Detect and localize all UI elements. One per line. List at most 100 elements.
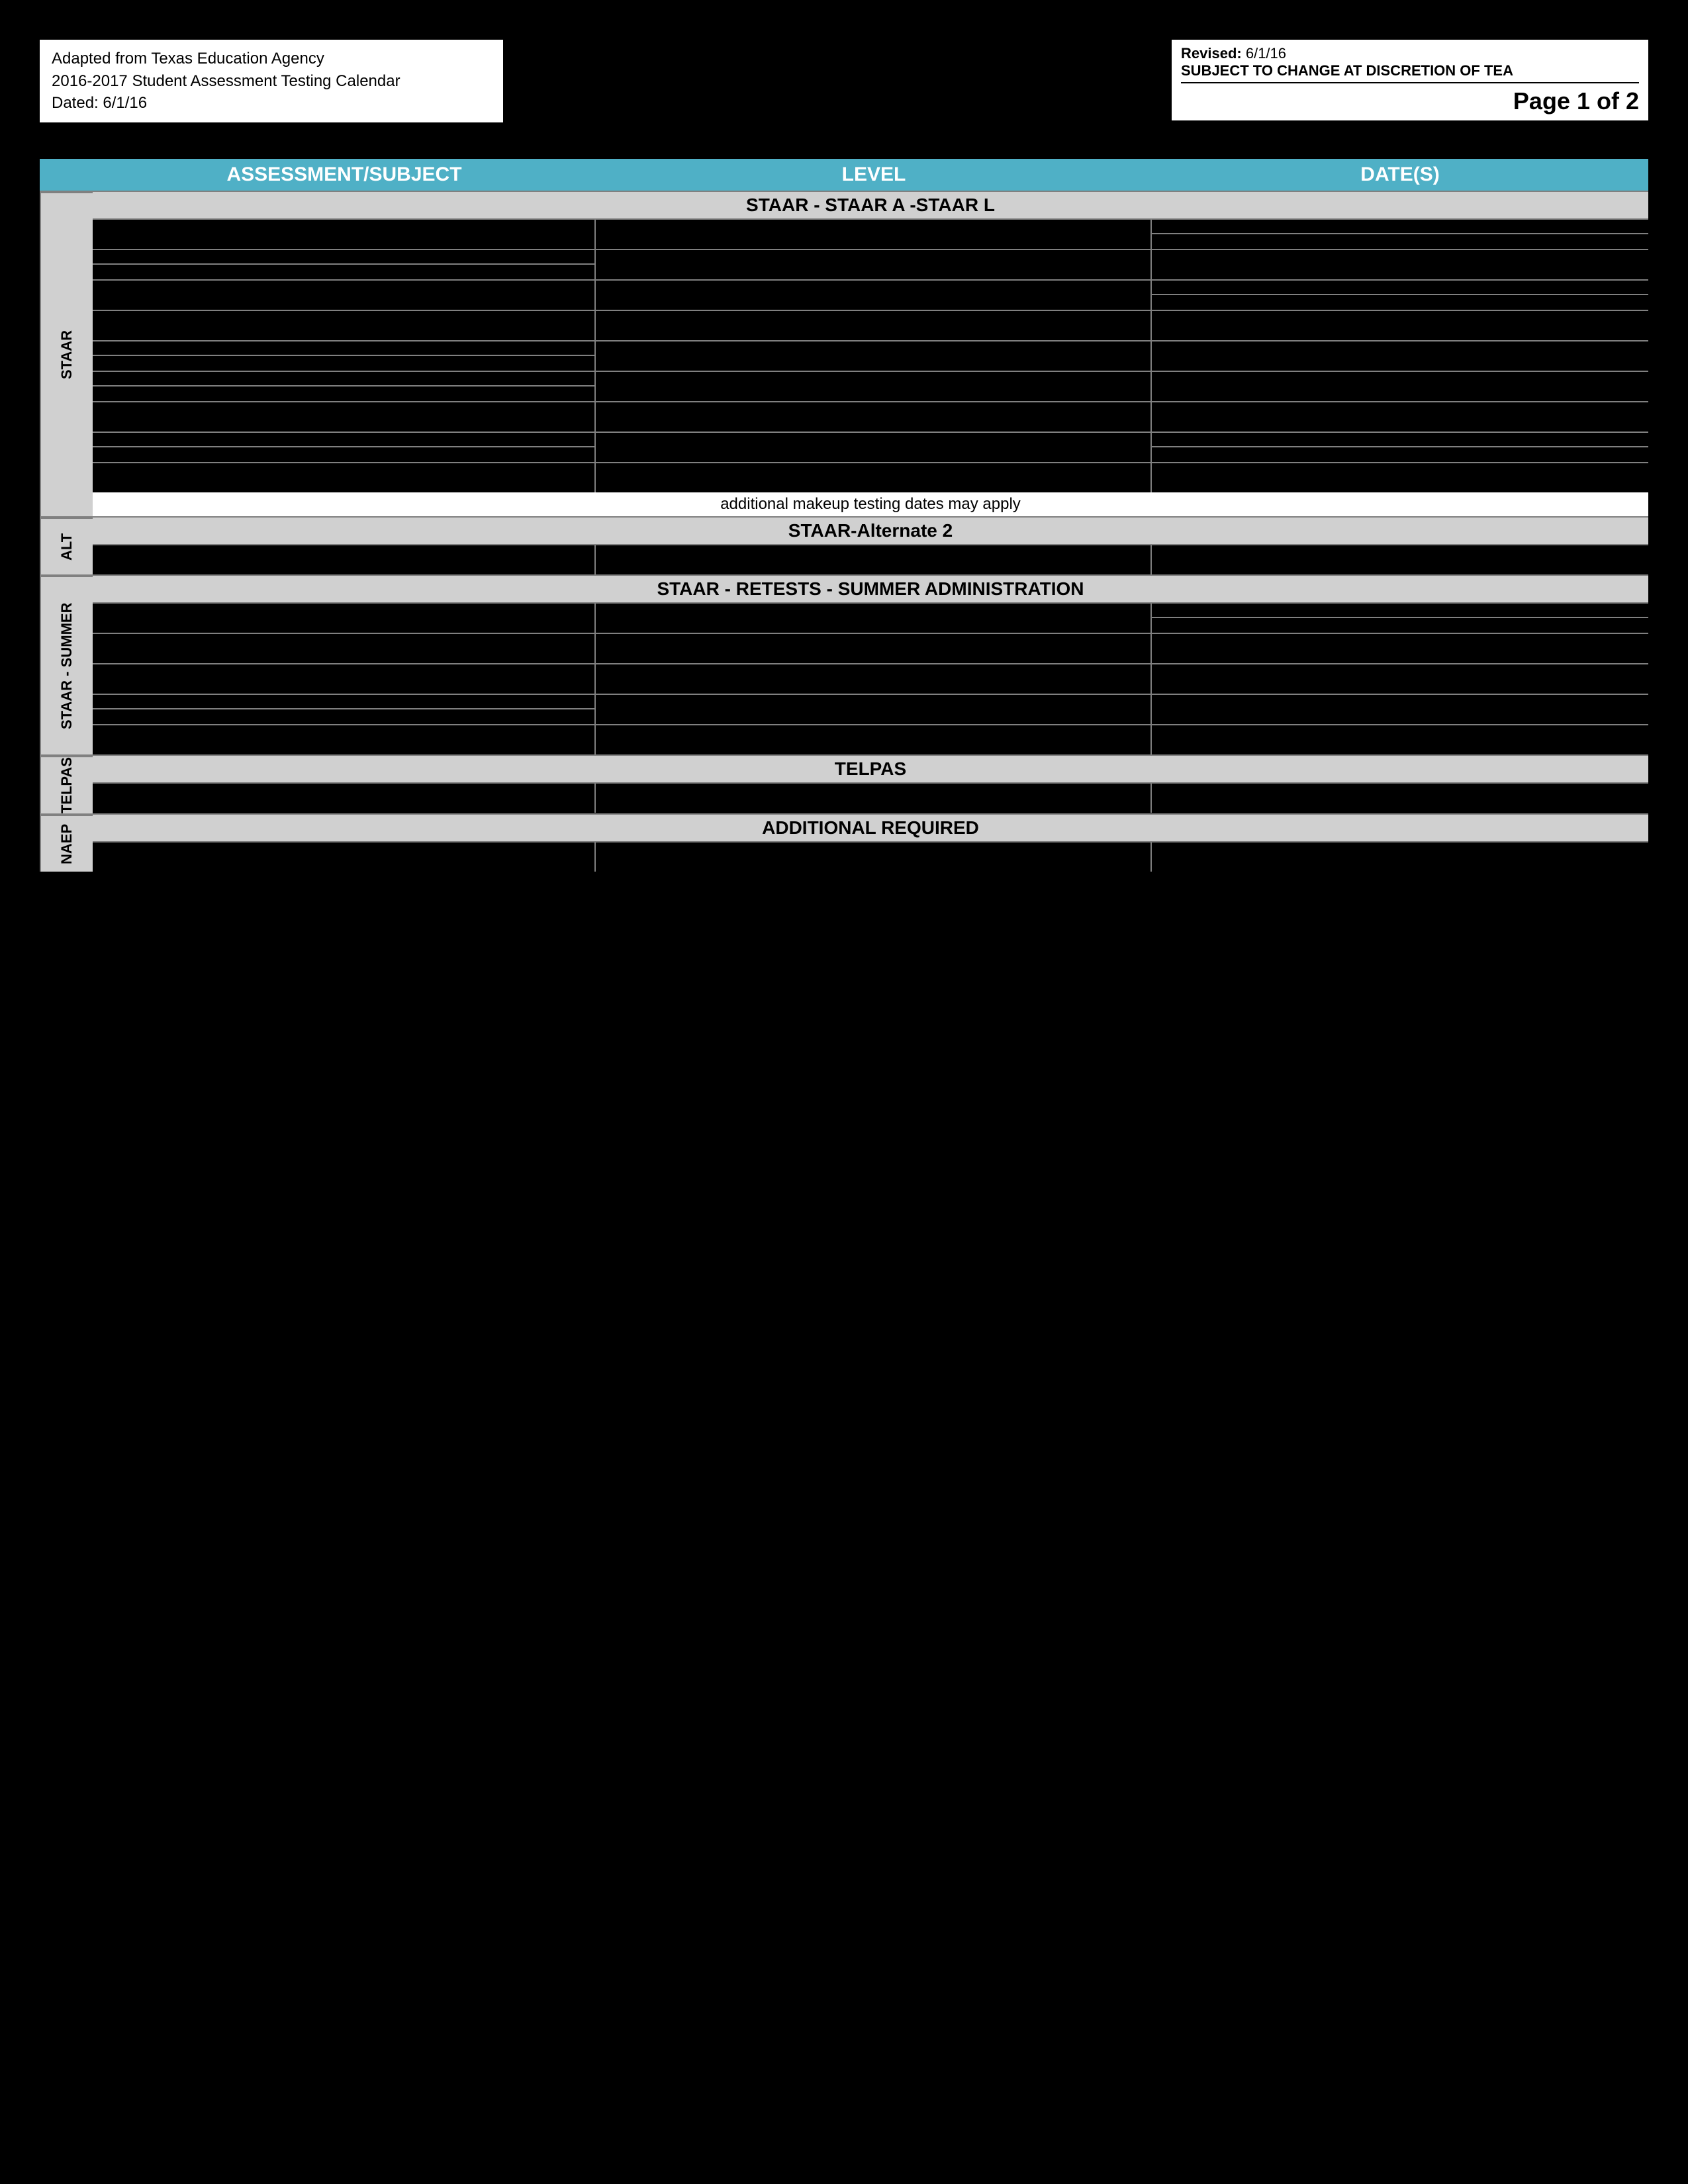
section-tab: TELPAS [40,756,93,813]
table-row [93,544,1648,574]
table-row [93,310,1648,340]
table-cell [93,604,596,633]
table-subcell [1152,604,1648,618]
table-cell [93,634,596,663]
section-tab: ALT [40,518,93,574]
header-right-box: Revised: 6/1/16 SUBJECT TO CHANGE AT DIS… [1172,40,1648,120]
header-line3: Dated: 6/1/16 [52,92,491,114]
table-subcell [93,341,594,356]
table-subcell [93,372,594,387]
table-cell [93,695,596,724]
change-notice: SUBJECT TO CHANGE AT DISCRETION OF TEA [1181,62,1639,79]
section-body: TELPAS [93,756,1648,813]
table-row [93,340,1648,371]
table-row [93,663,1648,694]
table-cell [596,634,1152,663]
table-cell [1152,664,1648,694]
header-row: Adapted from Texas Education Agency 2016… [40,40,1648,146]
column-header-band: ASSESSMENT/SUBJECT LEVEL DATE(S) [40,159,1648,191]
table-cell [93,402,596,432]
table-subcell [93,250,594,265]
table-row [93,401,1648,432]
table-cell [93,311,596,340]
table-cell [1152,725,1648,754]
col-header-subject: ASSESSMENT/SUBJECT [93,163,596,186]
header-line1: Adapted from Texas Education Agency [52,48,491,70]
table-subcell [93,265,594,279]
table-cell [596,220,1152,249]
table-cell [1152,842,1648,872]
section-wrap: ALTSTAAR-Alternate 2 [40,516,1648,574]
table-cell [1152,604,1648,633]
table-cell [1152,545,1648,574]
table-row [93,602,1648,633]
table-cell [596,784,1152,813]
table-cell [93,725,596,754]
table-cell [596,402,1152,432]
table-cell [93,784,596,813]
table-cell [1152,341,1648,371]
table-subcell [1152,618,1648,633]
section-wrap: TELPASTELPAS [40,754,1648,813]
col-header-dates: DATE(S) [1152,163,1648,186]
table-cell [93,341,596,371]
table-cell [596,545,1152,574]
table-subcell [1152,295,1648,310]
table-subcell [1152,220,1648,234]
section-title: ADDITIONAL REQUIRED [93,815,1648,841]
table-cell [93,433,596,462]
table-cell [93,281,596,310]
table-cell [596,250,1152,279]
table-cell [596,604,1152,633]
table-row [93,371,1648,401]
table-cell [596,372,1152,401]
table-cell [596,281,1152,310]
table-cell [93,220,596,249]
section-title: STAAR - RETESTS - SUMMER ADMINISTRATION [93,576,1648,602]
table-cell [1152,311,1648,340]
table-subcell [1152,447,1648,462]
section-body: ADDITIONAL REQUIRED [93,815,1648,872]
section-note: additional makeup testing dates may appl… [93,492,1648,516]
section-tab: STAAR - SUMMER [40,576,93,754]
table-cell [1152,402,1648,432]
table-cell [93,545,596,574]
table-cell [596,695,1152,724]
section-body: STAAR - RETESTS - SUMMER ADMINISTRATION [93,576,1648,754]
table-cell [596,341,1152,371]
table-cell [93,664,596,694]
col-header-level: LEVEL [596,163,1152,186]
table-subcell [93,433,594,447]
revised-line: Revised: 6/1/16 [1181,45,1639,62]
table-cell [596,664,1152,694]
table-cell [1152,695,1648,724]
table-subcell [93,695,594,709]
table-row [93,633,1648,663]
table-cell [596,311,1152,340]
table-cell [93,250,596,279]
table-subcell [1152,234,1648,249]
section-tab: NAEP [40,815,93,872]
table-subcell [93,709,594,724]
table-row [93,694,1648,724]
table-cell [596,433,1152,462]
table-row [93,462,1648,492]
section-body: STAAR - STAAR A -STAAR L additional makeu… [93,192,1648,516]
table-cell [1152,784,1648,813]
table-cell [596,463,1152,492]
section-title: STAAR - STAAR A -STAAR L [93,192,1648,218]
table-row [93,432,1648,462]
section-wrap: NAEPADDITIONAL REQUIRED [40,813,1648,872]
header-line2: 2016-2017 Student Assessment Testing Cal… [52,70,491,93]
revised-date: 6/1/16 [1246,45,1286,62]
table-cell [93,463,596,492]
page-number: Page 1 of 2 [1181,82,1639,115]
section-title: STAAR-Alternate 2 [93,518,1648,544]
table-cell [1152,281,1648,310]
table-row [93,841,1648,872]
page: Adapted from Texas Education Agency 2016… [0,0,1688,2184]
table-row [93,724,1648,754]
sections-host: STAARSTAAR - STAAR A -STAAR Ladditional … [40,191,1648,872]
table-cell [1152,433,1648,462]
header-left-box: Adapted from Texas Education Agency 2016… [40,40,503,122]
